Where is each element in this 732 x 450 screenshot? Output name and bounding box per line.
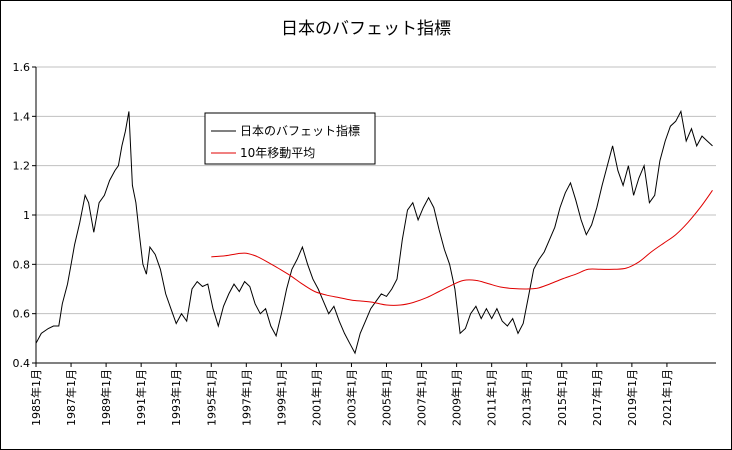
series-line-buffett-indicator [35,109,713,355]
x-tick-label: 1995年1月 [204,369,218,426]
x-tick-label: 2011年1月 [485,369,499,426]
y-axis-ticks: 0.4 0.6 0.8 1 1.2 1.4 1.6 [13,61,36,370]
x-tick-label: 2009年1月 [450,369,464,426]
y-tick-label: 1.6 [13,61,31,74]
y-tick-label: 1.2 [13,160,31,173]
y-tick-label: 0.8 [13,258,31,271]
series-lines [35,109,713,355]
legend-label-moving-average: 10年移動平均 [240,146,315,160]
x-tick-label: 2007年1月 [415,369,429,426]
y-tick-label: 1 [23,209,30,222]
x-tick-label: 1987年1月 [64,369,78,426]
legend-box [204,112,376,165]
x-tick-label: 1997年1月 [239,369,253,426]
gridlines [36,66,716,315]
x-tick-label: 2015年1月 [555,369,569,426]
x-tick-label: 1985年1月 [29,369,43,426]
x-tick-label: 2013年1月 [520,369,534,426]
x-tick-label: 2001年1月 [309,369,323,426]
x-tick-label: 2005年1月 [380,369,394,426]
chart-title: 日本のバフェット指標 [281,19,451,39]
series-line-10yr-moving-average [211,190,713,306]
x-tick-label: 2021年1月 [660,369,674,426]
x-tick-label: 1991年1月 [134,369,148,426]
x-tick-label: 2003年1月 [344,369,358,426]
x-tick-label: 2017年1月 [590,369,604,426]
legend: 日本のバフェット指標 10年移動平均 [204,112,376,165]
x-tick-label: 1999年1月 [274,369,288,426]
y-tick-label: 1.4 [13,110,31,123]
y-tick-label: 0.4 [13,357,31,370]
x-axis-ticks: 1985年1月 1987年1月 1989年1月 1991年1月 1993年1月 1995年… [29,363,674,426]
x-tick-label: 1989年1月 [99,369,113,426]
y-tick-label: 0.6 [13,308,31,321]
x-tick-label: 2019年1月 [625,369,639,426]
x-tick-label: 1993年1月 [169,369,183,426]
legend-label-buffett: 日本のバフェット指標 [240,123,360,138]
